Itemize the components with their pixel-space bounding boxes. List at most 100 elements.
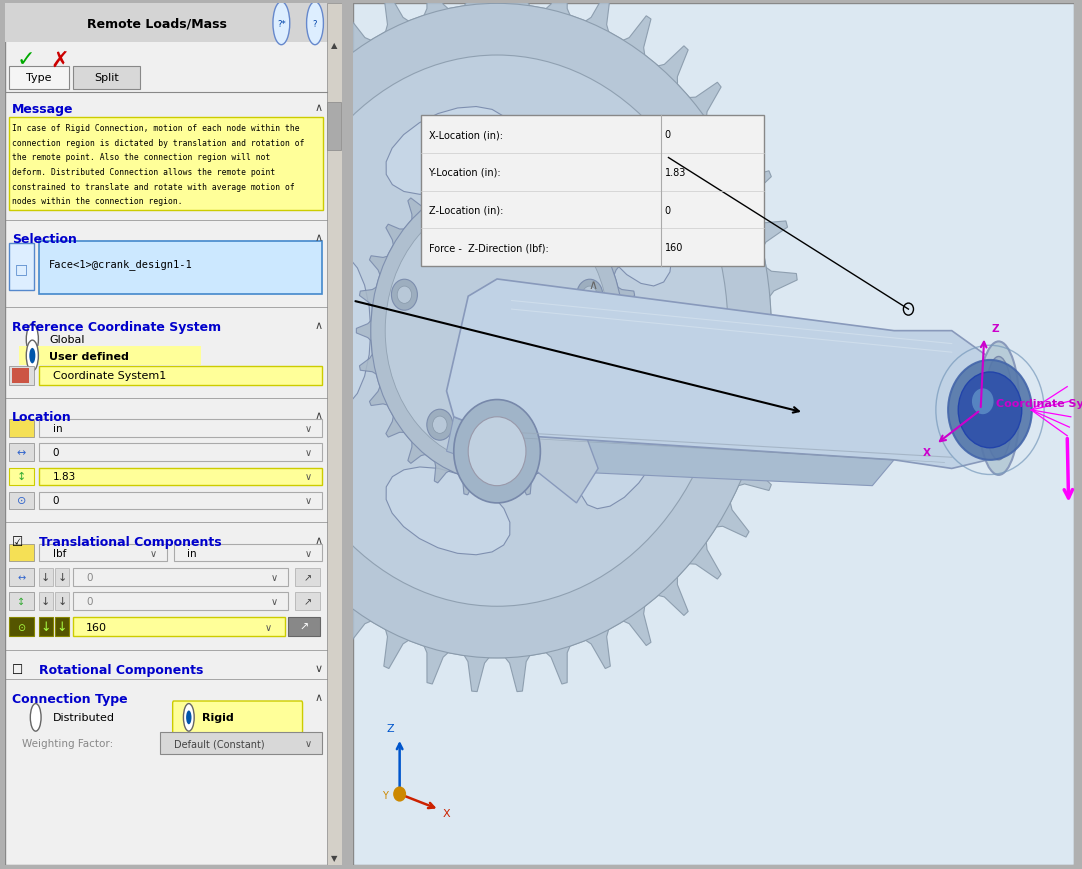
Circle shape [186,711,192,725]
Text: Rigid: Rigid [202,713,234,722]
FancyBboxPatch shape [39,367,321,386]
FancyBboxPatch shape [39,545,167,562]
FancyBboxPatch shape [173,545,321,562]
Polygon shape [386,468,510,555]
Text: Connection Type: Connection Type [12,692,128,705]
Text: ↓: ↓ [40,620,51,634]
Text: ⊙: ⊙ [16,495,26,506]
FancyBboxPatch shape [72,593,288,610]
Text: ∨: ∨ [305,739,312,748]
Circle shape [484,200,510,230]
FancyBboxPatch shape [9,367,34,386]
Circle shape [948,361,1032,461]
Polygon shape [447,417,894,486]
Text: ∧: ∧ [314,232,322,242]
FancyBboxPatch shape [294,593,320,610]
Text: ☑: ☑ [12,535,24,548]
Text: 0: 0 [664,205,671,216]
Text: ∨: ∨ [305,495,312,506]
Text: ↗: ↗ [303,596,312,607]
FancyBboxPatch shape [327,4,342,865]
Text: in: in [53,423,62,434]
FancyBboxPatch shape [12,368,29,384]
FancyBboxPatch shape [39,444,321,461]
Ellipse shape [978,342,1019,475]
FancyBboxPatch shape [39,492,321,509]
Circle shape [26,324,38,355]
Text: ↔: ↔ [16,448,26,458]
Text: Coordinate System1: Coordinate System1 [53,371,166,381]
Circle shape [385,198,609,465]
FancyBboxPatch shape [9,444,34,461]
FancyBboxPatch shape [39,468,321,485]
Circle shape [541,410,567,441]
Text: lbf: lbf [53,548,66,558]
Circle shape [30,704,41,732]
FancyBboxPatch shape [39,618,53,637]
Text: Rotational Components: Rotational Components [39,663,203,676]
FancyBboxPatch shape [39,242,321,295]
Circle shape [490,207,504,223]
Text: ↓: ↓ [41,596,51,607]
Circle shape [397,287,411,304]
Text: Face<1>@crank_design1-1: Face<1>@crank_design1-1 [49,259,193,270]
Text: 0: 0 [664,130,671,140]
Text: Coordinate System1: Coordinate System1 [997,398,1082,408]
FancyBboxPatch shape [160,733,321,753]
FancyBboxPatch shape [288,618,320,637]
FancyBboxPatch shape [72,568,288,586]
FancyBboxPatch shape [9,420,34,437]
Text: Type: Type [26,73,52,83]
Circle shape [577,280,603,311]
Text: 1.83: 1.83 [664,168,686,177]
Text: X: X [443,807,450,818]
Text: 0: 0 [87,573,93,582]
Text: 0: 0 [87,596,93,607]
Text: ?*: ?* [277,20,286,29]
Polygon shape [447,280,1010,469]
Text: □: □ [15,262,28,276]
Text: in: in [187,548,197,558]
Text: Y: Y [382,791,387,800]
Circle shape [972,389,993,415]
FancyBboxPatch shape [55,568,68,586]
Text: ∧: ∧ [589,279,597,292]
Text: ∨: ∨ [314,663,322,673]
Text: Message: Message [12,103,74,116]
FancyBboxPatch shape [9,468,34,485]
Text: ∨: ∨ [272,596,278,607]
Text: Reference Coordinate System: Reference Coordinate System [12,321,221,334]
Ellipse shape [985,357,1013,461]
FancyBboxPatch shape [72,67,140,90]
Circle shape [29,348,36,364]
Text: ↔: ↔ [17,573,25,582]
FancyBboxPatch shape [39,568,53,586]
Text: Z-Location (in):: Z-Location (in): [428,205,503,216]
Text: the remote point. Also the connection region will not: the remote point. Also the connection re… [12,153,270,163]
Circle shape [184,704,194,732]
FancyBboxPatch shape [9,118,324,211]
Text: Split: Split [94,73,119,83]
FancyBboxPatch shape [55,618,68,637]
Circle shape [266,56,728,607]
FancyBboxPatch shape [173,701,303,734]
FancyBboxPatch shape [39,593,53,610]
Text: Weighting Factor:: Weighting Factor: [23,739,114,748]
Text: X: X [923,448,931,457]
Circle shape [426,410,452,441]
Circle shape [453,400,540,503]
Text: deform. Distributed Connection allows the remote point: deform. Distributed Connection allows th… [12,168,276,176]
Text: ↓: ↓ [41,573,51,582]
Text: ↗: ↗ [303,573,312,582]
Text: Distributed: Distributed [53,713,115,722]
FancyBboxPatch shape [39,420,321,437]
Circle shape [26,341,38,372]
FancyBboxPatch shape [9,67,69,90]
Text: ∨: ∨ [305,472,312,481]
FancyBboxPatch shape [9,545,34,562]
Text: Selection: Selection [12,232,77,245]
Circle shape [273,3,290,46]
Polygon shape [194,0,801,692]
Text: constrained to translate and rotate with average motion of: constrained to translate and rotate with… [12,182,295,191]
FancyBboxPatch shape [9,593,34,610]
